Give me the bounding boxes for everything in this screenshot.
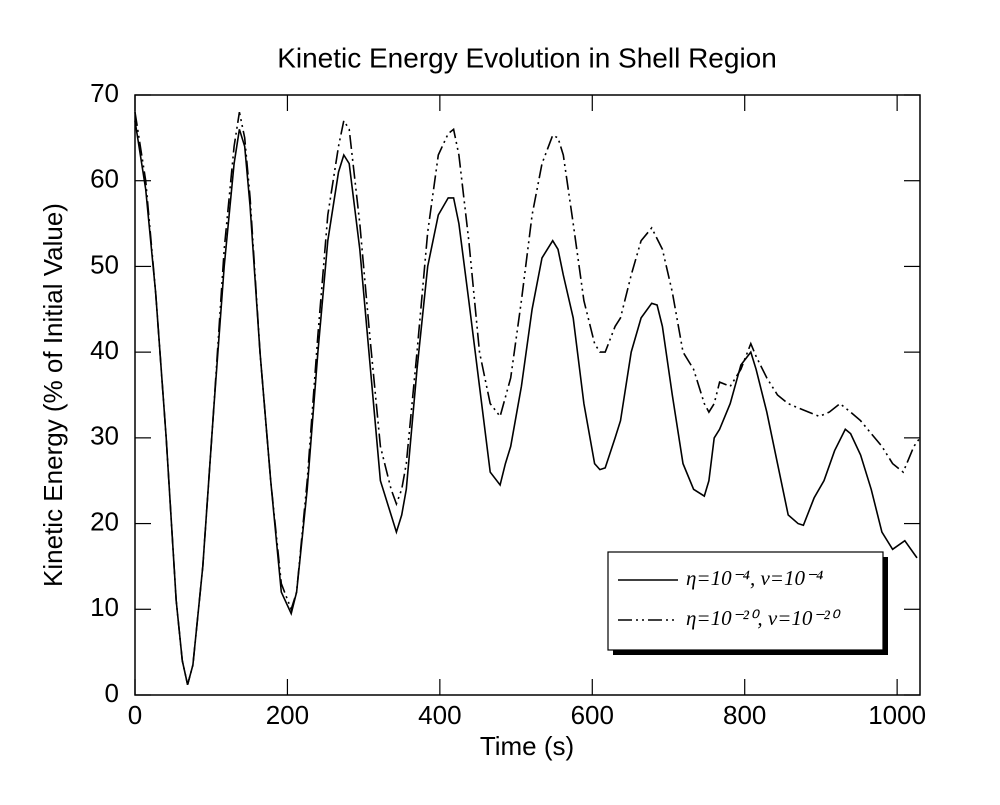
y-tick-label: 50 <box>90 249 119 279</box>
y-tick-label: 30 <box>90 421 119 451</box>
y-tick-label: 10 <box>90 592 119 622</box>
y-tick-label: 70 <box>90 78 119 108</box>
y-tick-label: 60 <box>90 164 119 194</box>
legend-box <box>607 551 884 651</box>
x-tick-label: 600 <box>571 700 614 730</box>
x-tick-label: 1000 <box>868 700 926 730</box>
x-tick-label: 800 <box>723 700 766 730</box>
y-axis-label: Kinetic Energy (% of Initial Value) <box>38 203 68 587</box>
legend-label: η=10⁻⁴, ν=10⁻⁴ <box>686 566 823 590</box>
y-tick-label: 20 <box>90 506 119 536</box>
x-tick-label: 0 <box>128 700 142 730</box>
x-tick-label: 200 <box>266 700 309 730</box>
series-line <box>134 111 921 685</box>
legend-label: η=10⁻²⁰, ν=10⁻²⁰ <box>686 606 842 630</box>
x-tick-label: 400 <box>418 700 461 730</box>
x-axis-label: Time (s) <box>480 731 574 761</box>
y-tick-label: 0 <box>105 678 119 708</box>
series-line <box>134 120 918 685</box>
chart-title: Kinetic Energy Evolution in Shell Region <box>277 42 777 73</box>
plot-frame <box>134 94 921 696</box>
y-tick-label: 40 <box>90 335 119 365</box>
legend: η=10⁻⁴, ν=10⁻⁴ η=10⁻²⁰, ν=10⁻²⁰ <box>607 551 888 655</box>
